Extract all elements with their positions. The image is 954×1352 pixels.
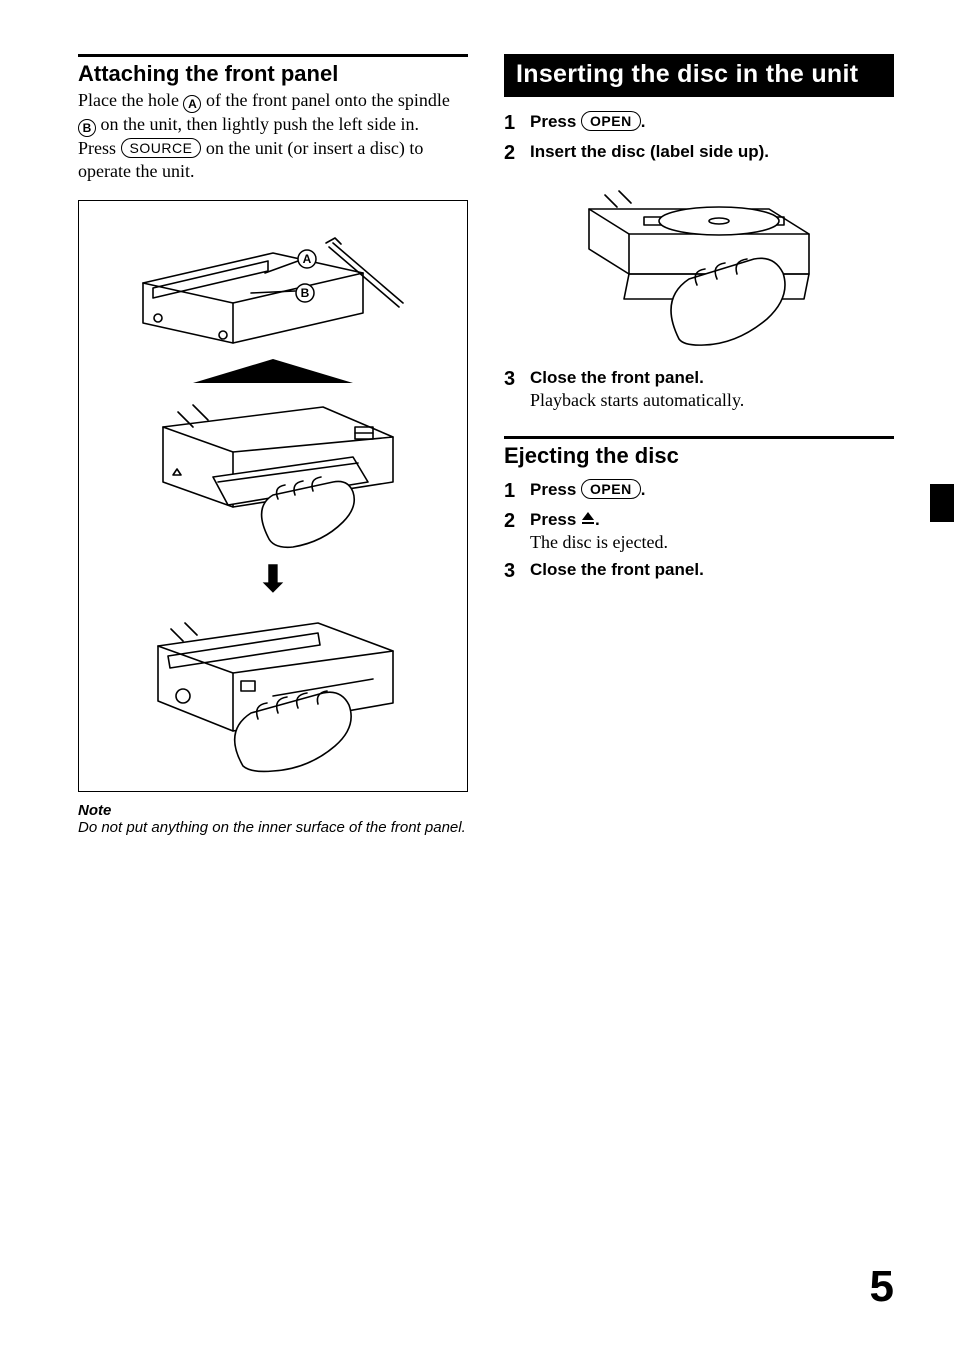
open-button-label: OPEN xyxy=(581,111,641,131)
eject-steps: 1 Press OPEN. 2 Press . The disc is ejec… xyxy=(504,479,894,584)
source-button-label: SOURCE xyxy=(121,138,202,158)
unit-callout-illustration: A B xyxy=(123,213,423,353)
eject-step-2: 2 Press . The disc is ejected. xyxy=(504,509,894,554)
step-number: 1 xyxy=(504,479,530,503)
text: Press xyxy=(530,480,581,499)
text: . xyxy=(641,112,646,131)
text: . xyxy=(641,480,646,499)
step-text: Press OPEN. xyxy=(530,480,645,499)
rule xyxy=(504,436,894,439)
step-number: 3 xyxy=(504,367,530,391)
attach-paragraph: Place the hole A of the front panel onto… xyxy=(78,89,468,137)
circled-a-icon: A xyxy=(183,95,201,113)
right-column: Inserting the disc in the unit 1 Press O… xyxy=(504,54,894,838)
attach-figure: A B xyxy=(78,200,468,792)
operate-paragraph: Press SOURCE on the unit (or insert a di… xyxy=(78,137,468,182)
arrow-down-icon: ⬇ xyxy=(258,561,288,597)
text: Press xyxy=(78,138,121,158)
hand-press-illustration xyxy=(123,601,423,781)
fig-label-a: A xyxy=(303,252,312,266)
left-heading: Attaching the front panel xyxy=(78,61,468,87)
insert-steps-cont: 3 Close the front panel. Playback starts… xyxy=(504,367,894,412)
page-number: 5 xyxy=(870,1262,894,1312)
text: Press xyxy=(530,112,581,131)
step-text: Close the front panel. xyxy=(530,367,894,389)
step-subtext: Playback starts automatically. xyxy=(530,389,894,412)
text: Press xyxy=(530,510,581,529)
text: Place the hole xyxy=(78,90,183,110)
circled-b-icon: B xyxy=(78,119,96,137)
insert-step-2: 2 Insert the disc (label side up). xyxy=(504,141,894,165)
step-number: 2 xyxy=(504,141,530,165)
eject-step-1: 1 Press OPEN. xyxy=(504,479,894,503)
note-heading: Note xyxy=(78,802,468,819)
eject-icon xyxy=(581,512,595,526)
page-edge-tab xyxy=(930,484,954,522)
left-column: Attaching the front panel Place the hole… xyxy=(78,54,468,838)
eject-step-3: 3 Close the front panel. xyxy=(504,559,894,583)
insert-step-3: 3 Close the front panel. Playback starts… xyxy=(504,367,894,412)
step-text: Press OPEN. xyxy=(530,112,645,131)
open-button-label: OPEN xyxy=(581,479,641,499)
pointer-triangle-icon xyxy=(123,353,423,387)
section-title-bar: Inserting the disc in the unit xyxy=(504,54,894,97)
fig-label-b: B xyxy=(301,286,310,300)
text: on the unit, then lightly push the left … xyxy=(96,114,419,134)
hand-attach-illustration xyxy=(123,387,423,557)
step-text: Close the front panel. xyxy=(530,560,704,579)
text: of the front panel onto the spindle xyxy=(201,90,449,110)
step-subtext: The disc is ejected. xyxy=(530,531,894,554)
step-number: 2 xyxy=(504,509,530,533)
insert-steps: 1 Press OPEN. 2 Insert the disc (label s… xyxy=(504,111,894,165)
step-number: 1 xyxy=(504,111,530,135)
step-number: 3 xyxy=(504,559,530,583)
insert-step-1: 1 Press OPEN. xyxy=(504,111,894,135)
text: . xyxy=(595,510,600,529)
insert-disc-figure xyxy=(504,179,894,349)
note-body: Do not put anything on the inner surface… xyxy=(78,819,468,838)
rule xyxy=(78,54,468,57)
step-text: Insert the disc (label side up). xyxy=(530,142,769,161)
eject-heading: Ejecting the disc xyxy=(504,443,894,469)
step-text: Press . xyxy=(530,509,894,531)
disc-insert-illustration xyxy=(569,179,829,349)
